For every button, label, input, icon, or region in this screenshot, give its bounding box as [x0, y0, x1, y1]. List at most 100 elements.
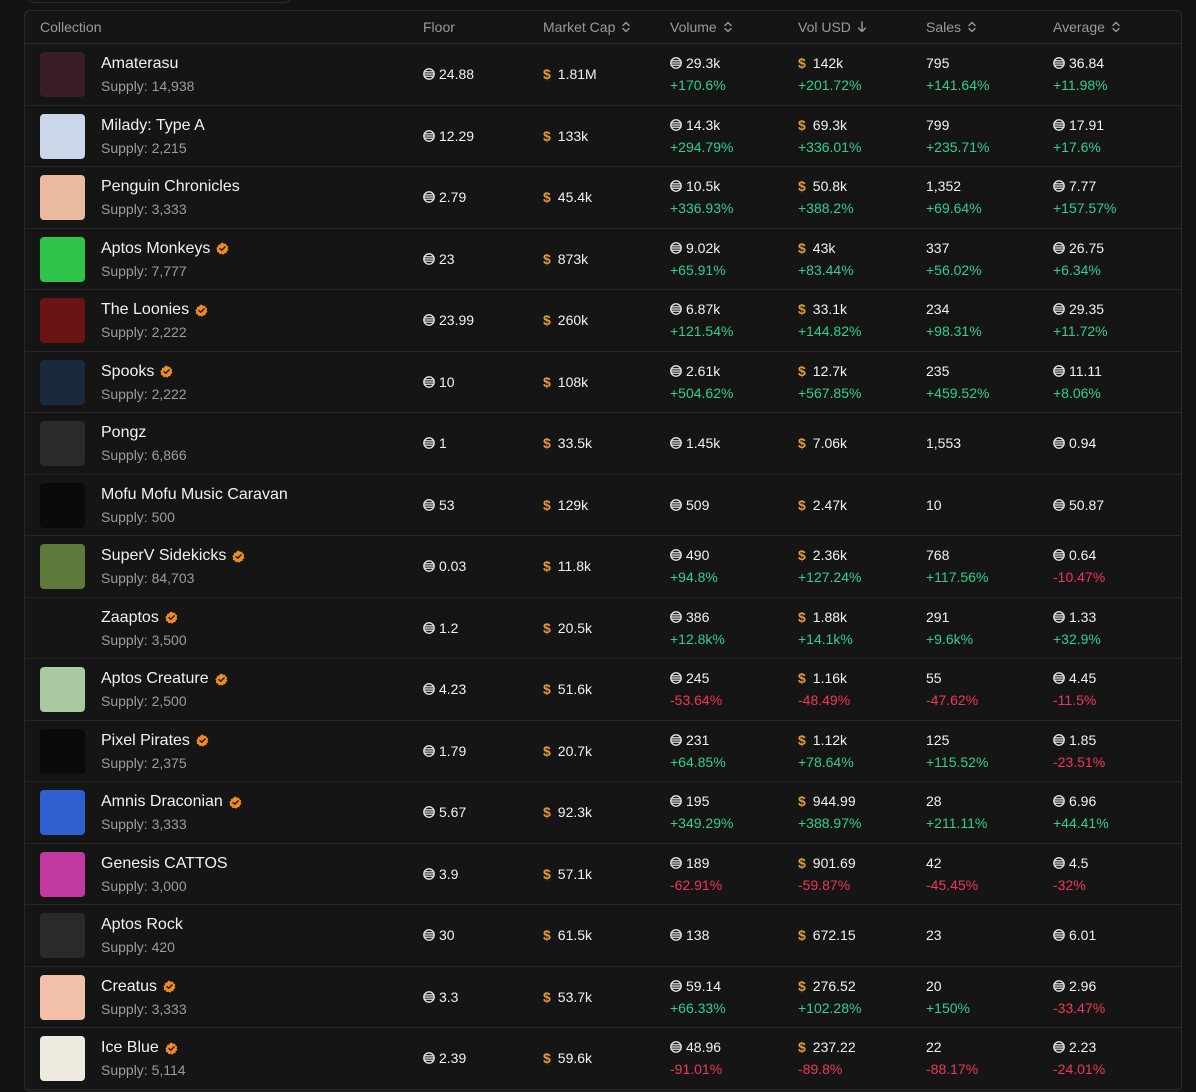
market-cap-value: 92.3k	[557, 804, 593, 820]
aptos-coin-icon	[1053, 672, 1065, 684]
volume: 29.3k	[670, 55, 720, 71]
aptos-coin-icon	[670, 929, 682, 941]
sales-change: +69.64%	[926, 200, 982, 216]
collection-name[interactable]: Aptos Rock	[101, 916, 183, 934]
table-row[interactable]: Spooks Supply: 2,222 10 $108k 2.61k +504.62% $…	[25, 352, 1181, 413]
volume-change: +65.91%	[670, 261, 726, 278]
dollar-icon: $	[798, 55, 806, 71]
column-header-sales[interactable]: Sales	[926, 19, 977, 35]
table-row[interactable]: Milady: Type A Supply: 2,215 12.29 $133k 14.…	[25, 106, 1181, 167]
table-row[interactable]: Creatus Supply: 3,333 3.3 $53.7k 59.14 +66.33…	[25, 967, 1181, 1028]
sales: 20	[926, 977, 942, 994]
collection-name[interactable]: Aptos Monkeys	[101, 240, 229, 258]
column-header-volume[interactable]: Volume	[670, 19, 733, 35]
dollar-icon: $	[798, 854, 806, 871]
aptos-coin-icon	[1053, 118, 1065, 131]
collection-name[interactable]: Pixel Pirates	[101, 732, 209, 750]
volume-value: 231	[686, 731, 710, 748]
dollar-icon: $	[543, 66, 551, 82]
volume: 138	[670, 927, 709, 943]
aptos-coin-icon	[1053, 795, 1065, 807]
table-row[interactable]: Pongz Supply: 6,866 1 $33.5k 1.45k $7.06k 1,55…	[25, 413, 1181, 475]
aptos-coin-icon	[423, 129, 435, 142]
dollar-icon: $	[543, 681, 551, 697]
collection-name-text: Ice Blue	[101, 1039, 159, 1056]
sales-change: +150%	[926, 999, 970, 1016]
collection-name[interactable]: Milady: Type A	[101, 117, 205, 135]
table-row[interactable]: Amaterasu Supply: 14,938 24.88 $1.81M 29.3k +…	[25, 44, 1181, 106]
table-row[interactable]: The Loonies Supply: 2,222 23.99 $260k 6.87k +…	[25, 290, 1181, 352]
collection-name[interactable]: Genesis CATTOS	[101, 855, 228, 873]
collection-supply: Supply: 420	[101, 939, 175, 955]
aptos-coin-icon	[1053, 241, 1065, 254]
sales-change: +56.02%	[926, 261, 982, 278]
vol-usd-change: +336.01%	[798, 138, 862, 155]
collection-name-text: Spooks	[101, 362, 155, 380]
dollar-icon: $	[543, 250, 551, 267]
aptos-coin-icon	[1053, 979, 1065, 992]
volume-change: -91.01%	[670, 1061, 723, 1077]
collection-name[interactable]: SuperV Sidekicks	[101, 547, 245, 565]
dollar-icon: $	[543, 496, 551, 513]
average-change: -33.47%	[1053, 999, 1106, 1016]
column-label: Vol USD	[798, 19, 851, 35]
table-row[interactable]: Amnis Draconian Supply: 3,333 5.67 $92.3k 19…	[25, 782, 1181, 844]
average-price: 2.23	[1053, 1039, 1096, 1055]
vol-usd: $1.16k	[798, 670, 847, 686]
vol-usd-change: +388.2%	[798, 200, 854, 216]
sales-change: +117.56%	[926, 569, 989, 585]
dollar-icon: $	[798, 435, 806, 451]
collection-name[interactable]: Zaaptos	[101, 609, 178, 627]
table-row[interactable]: Aptos Monkeys Supply: 7,777 23 $873k 9.02k +6…	[25, 229, 1181, 290]
collection-name[interactable]: Ice Blue	[101, 1039, 178, 1057]
dollar-icon: $	[798, 670, 806, 686]
vol-usd: $901.69	[798, 855, 856, 871]
aptos-coin-icon	[423, 744, 435, 757]
table-row[interactable]: Genesis CATTOS Supply: 3,000 3.9 $57.1k 189 -…	[25, 844, 1181, 905]
vol-usd-value: 944.99	[812, 793, 856, 809]
collection-name[interactable]: Creatus	[101, 978, 176, 996]
collection-thumbnail	[40, 236, 85, 282]
table-row[interactable]: Aptos Rock Supply: 420 30 $61.5k 138 $672.15 2…	[25, 905, 1181, 967]
column-header-vol-usd[interactable]: Vol USD	[798, 19, 867, 35]
average-price-value: 2.23	[1069, 1039, 1097, 1055]
table-row[interactable]: Ice Blue Supply: 5,114 2.39 $59.6k 48.96 -91.…	[25, 1028, 1181, 1090]
average-price: 1.85	[1053, 732, 1096, 748]
collection-name[interactable]: Mofu Mofu Music Caravan	[101, 486, 288, 504]
table-row[interactable]: Aptos Creature Supply: 2,500 4.23 $51.6k 245…	[25, 659, 1181, 721]
dollar-icon: $	[543, 435, 551, 451]
collection-name[interactable]: Aptos Creature	[101, 670, 228, 688]
verified-badge-icon	[216, 242, 229, 255]
collection-thumbnail	[40, 1036, 85, 1081]
floor-price: 2.79	[423, 189, 466, 205]
floor-price: 30	[423, 927, 455, 943]
market-cap-value: 51.6k	[557, 681, 593, 697]
collection-name-text: Mofu Mofu Music Caravan	[101, 485, 288, 503]
table-row[interactable]: SuperV Sidekicks Supply: 84,703 0.03 $11.8k…	[25, 536, 1181, 598]
market-cap: $133k	[543, 128, 588, 144]
column-header-market-cap[interactable]: Market Cap	[543, 19, 631, 35]
vol-usd: $7.06k	[798, 435, 847, 451]
average-change: -24.01%	[1053, 1061, 1106, 1077]
collection-name[interactable]: Penguin Chronicles	[101, 178, 240, 196]
volume-value: 138	[686, 927, 710, 943]
table-row[interactable]: Pixel Pirates Supply: 2,375 1.79 $20.7k 231 +…	[25, 721, 1181, 782]
vol-usd-change: +83.44%	[798, 261, 854, 278]
volume-value: 386	[686, 608, 710, 625]
average-price: 36.84	[1053, 55, 1104, 71]
table-row[interactable]: Penguin Chronicles Supply: 3,333 2.79 $45.4…	[25, 167, 1181, 229]
collection-name[interactable]: Amaterasu	[101, 55, 178, 73]
table-row[interactable]: Zaaptos Supply: 3,500 1.2 $20.5k 386 +12.8k% $…	[25, 598, 1181, 659]
collection-name[interactable]: The Loonies	[101, 301, 208, 319]
table-row[interactable]: Mofu Mofu Music Caravan Supply: 500 53 $129…	[25, 475, 1181, 536]
aptos-coin-icon	[1053, 610, 1065, 623]
column-header-average[interactable]: Average	[1053, 19, 1121, 35]
vol-usd-value: 1.16k	[812, 670, 848, 686]
collection-name[interactable]: Spooks	[101, 363, 173, 381]
collection-thumbnail	[40, 974, 85, 1020]
dollar-icon: $	[543, 988, 551, 1005]
collection-name[interactable]: Pongz	[101, 424, 146, 442]
average-price-value: 7.77	[1069, 178, 1097, 194]
collection-name[interactable]: Amnis Draconian	[101, 793, 242, 811]
sales: 795	[926, 55, 950, 71]
